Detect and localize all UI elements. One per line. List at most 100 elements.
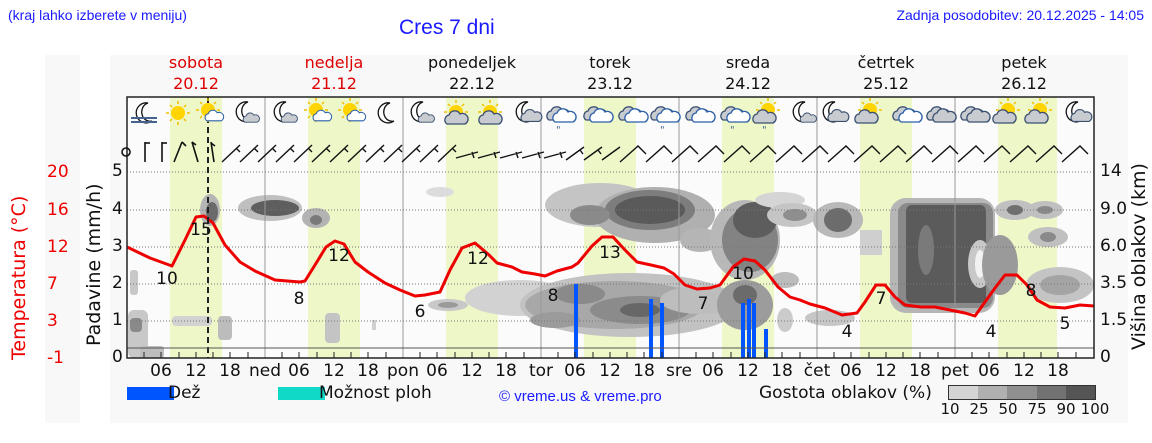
density-tick: 75 (1027, 400, 1047, 418)
x-tick: 06 (288, 361, 310, 381)
x-tick: 12 (737, 361, 759, 381)
x-tick: 18 (633, 361, 655, 381)
x-tick: 18 (219, 361, 241, 381)
density-tick: 25 (969, 400, 989, 418)
showers-swatch (278, 387, 325, 400)
x-tick: 06 (564, 361, 586, 381)
wind-barbs-pattern (221, 144, 1089, 163)
temp-value: 4 (841, 322, 853, 342)
day-label-thu: četrtek 25.12 (857, 53, 915, 93)
cloud-tick: 1.5 (1100, 310, 1128, 330)
page-title: Cres 7 dni (399, 16, 495, 39)
day-label-sun: nedelja 21.12 (304, 53, 364, 93)
day-label-mon: ponedeljek 22.12 (428, 53, 516, 93)
cloud-tick: 3.5 (1100, 273, 1128, 293)
rain-tick: 5 (112, 161, 123, 181)
temp-tick: 20 (47, 162, 69, 182)
temp-value: 10 (156, 269, 178, 289)
x-tick: 06 (702, 361, 724, 381)
temp-value: 4 (985, 322, 997, 342)
cloud-tick: 9.0 (1100, 199, 1128, 219)
x-tick: ned (248, 361, 282, 381)
x-tick: 06 (426, 361, 448, 381)
x-tick: 12 (185, 361, 207, 381)
rain-swatch (127, 387, 174, 400)
rain-bars (574, 284, 768, 358)
density-tick: 90 (1056, 400, 1076, 418)
cloud-tick: 14 (1100, 161, 1122, 181)
day-label-fri: petek 26.12 (1001, 53, 1047, 93)
left-axis-panel (45, 55, 80, 423)
cloud-density-label: Gostota oblakov (%) (759, 383, 932, 403)
x-tick: 12 (461, 361, 483, 381)
day-label-tue: torek 23.12 (587, 53, 633, 93)
x-tick: 06 (978, 361, 1000, 381)
x-tick: 12 (323, 361, 345, 381)
x-tick: 18 (771, 361, 793, 381)
svg-text:": " (660, 125, 665, 136)
x-tick: 12 (1013, 361, 1035, 381)
temp-value: 10 (732, 264, 754, 284)
density-tick: 50 (998, 400, 1018, 418)
temperature-axis-label: Temperatura (°C) (8, 195, 30, 360)
temp-value: 5 (1059, 314, 1071, 334)
x-tick: pet (941, 361, 969, 381)
day-label-wed: sreda 24.12 (725, 53, 771, 93)
x-tick: tor (528, 361, 554, 381)
temp-value: 12 (328, 246, 350, 266)
rain-tick: 2 (112, 273, 123, 293)
temp-value: 13 (599, 243, 621, 263)
temperature-line (126, 214, 1095, 318)
rain-tick: 1 (112, 310, 123, 330)
showers-legend-label: Možnost ploh (319, 383, 432, 403)
x-tick: sre (666, 361, 692, 381)
x-tick: 06 (840, 361, 862, 381)
x-tick: 12 (875, 361, 897, 381)
rain-tick: 4 (112, 199, 123, 219)
grid-lines (127, 171, 1094, 322)
last-updated: Zadnja posodobitev: 20.12.2025 - 14:05 (896, 7, 1144, 23)
temp-value: 8 (1025, 281, 1037, 301)
temp-value: 8 (547, 286, 559, 306)
density-tick: 100 (1080, 400, 1110, 418)
temp-value: 7 (697, 294, 709, 314)
x-tick: 18 (495, 361, 517, 381)
temp-tick: 12 (47, 237, 69, 257)
temp-tick: 16 (47, 200, 69, 220)
wind-barbs-row (121, 141, 216, 163)
svg-text:": " (762, 125, 767, 136)
temp-value: 12 (467, 249, 489, 269)
day-label-sat: sobota 20.12 (168, 53, 224, 93)
cloud-tick: 6.0 (1100, 236, 1128, 256)
svg-text:": " (730, 125, 735, 136)
temp-tick: -1 (47, 348, 64, 368)
temp-value: 15 (190, 220, 212, 240)
x-tick: 18 (1047, 361, 1069, 381)
temp-value: 6 (414, 302, 426, 322)
x-tick: 06 (150, 361, 172, 381)
density-tick: 10 (940, 400, 960, 418)
x-tick-marks (143, 352, 1077, 358)
cloud-height-axis-label: Višina oblakov (km) (1128, 163, 1150, 350)
x-tick: pon (387, 361, 419, 381)
temp-value: 7 (875, 289, 887, 309)
day-dividers (264, 97, 956, 358)
x-tick: 18 (909, 361, 931, 381)
precipitation-axis-label: Padavine (mm/h) (83, 183, 105, 346)
temp-value: 8 (293, 289, 305, 309)
x-tick: 18 (357, 361, 379, 381)
cloud-density-scale (948, 385, 1096, 400)
temp-tick: 7 (47, 274, 58, 294)
rain-legend-label: Dež (168, 383, 201, 403)
temp-tick: 3 (47, 311, 58, 331)
rain-tick: 0 (112, 347, 123, 367)
header-hint: (kraj lahko izberete v meniju) (8, 7, 187, 23)
svg-text:": " (556, 125, 561, 136)
copyright-link[interactable]: © vreme.us & vreme.pro (499, 388, 662, 405)
weather-icons-row: " " " " (131, 97, 1093, 136)
rain-tick: 3 (112, 236, 123, 256)
x-tick: 12 (599, 361, 621, 381)
cloud-tick: 0 (1100, 347, 1111, 367)
x-tick: čet (803, 361, 831, 381)
